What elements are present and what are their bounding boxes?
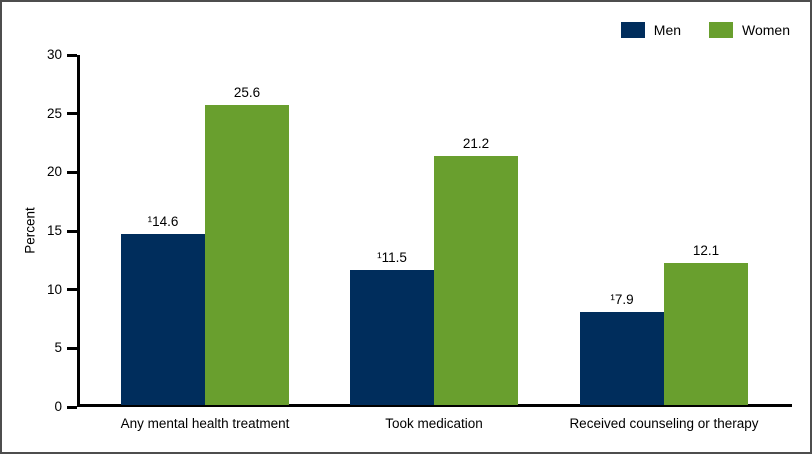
- legend-label-men: Men: [653, 22, 682, 38]
- value-label-men-2: ¹7.9: [610, 292, 634, 308]
- y-tick-label-15: 15: [46, 223, 62, 238]
- y-tick-20: [67, 170, 77, 174]
- x-axis-line: [77, 404, 792, 407]
- value-label-women-2: 12.1: [692, 243, 720, 259]
- y-tick-10: [67, 288, 77, 292]
- category-label-1: Took medication: [385, 416, 483, 431]
- legend-swatch-men: [620, 22, 645, 38]
- bar-women-1: [434, 156, 518, 405]
- y-tick-0: [67, 405, 77, 409]
- value-label-men-0: ¹14.6: [147, 213, 179, 229]
- value-label-women-0: 25.6: [233, 84, 261, 100]
- bar-men-1: [350, 270, 434, 405]
- bar-men-0: [121, 233, 205, 405]
- bar-women-2: [664, 263, 748, 405]
- y-tick-15: [67, 229, 77, 233]
- y-tick-label-25: 25: [46, 105, 62, 121]
- category-label-0: Any mental health treatment: [120, 416, 290, 431]
- value-label-women-1: 21.2: [462, 136, 490, 152]
- y-tick-25: [67, 112, 77, 116]
- value-label-men-1: ¹11.5: [377, 250, 407, 266]
- y-tick-5: [67, 346, 77, 350]
- y-tick-label-5: 5: [54, 340, 62, 356]
- bar-men-2: [580, 312, 664, 405]
- y-tick-label-10: 10: [46, 281, 62, 297]
- y-tick-30: [67, 53, 77, 57]
- y-tick-label-30: 30: [46, 47, 62, 62]
- legend: Men Women: [620, 22, 790, 38]
- category-label-2: Received counseling or therapy: [569, 416, 759, 431]
- plot-area: 0 5 10 15 20 25 30 ¹14.6 25.6 Any mental health t…: [47, 47, 792, 431]
- y-tick-label-20: 20: [46, 164, 62, 180]
- legend-swatch-women: [709, 22, 734, 38]
- y-tick-label-0: 0: [54, 399, 62, 414]
- legend-label-women: Women: [742, 22, 790, 38]
- y-axis-line: [77, 55, 80, 407]
- bar-women-0: [205, 104, 289, 405]
